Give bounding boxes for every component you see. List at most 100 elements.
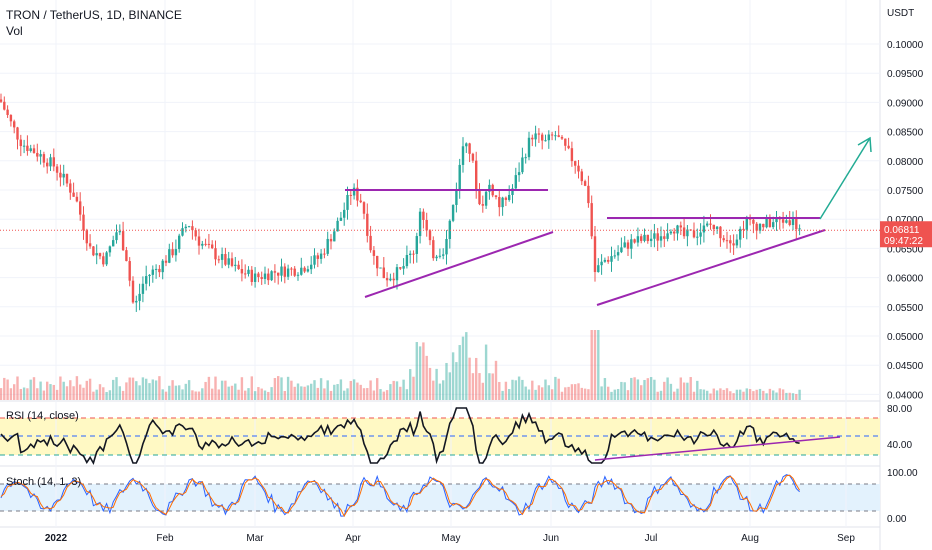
stoch-label[interactable]: Stoch (14, 1, 3) xyxy=(6,476,82,488)
volume-bar xyxy=(620,381,623,400)
candle-body xyxy=(333,231,336,242)
volume-bar xyxy=(465,332,468,400)
candle-body xyxy=(3,101,6,110)
rsi-label[interactable]: RSI (14, close) xyxy=(6,410,79,422)
volume-bar xyxy=(560,391,564,400)
candle-body xyxy=(557,135,560,137)
volume-bar xyxy=(517,376,521,400)
volume-bar xyxy=(9,388,13,400)
candle-body xyxy=(762,223,765,228)
candle-body xyxy=(362,202,366,214)
volume-bar xyxy=(590,330,593,400)
volume-bar xyxy=(494,360,498,400)
volume-bar xyxy=(445,362,448,400)
candle-body xyxy=(722,238,725,241)
volume-bar xyxy=(217,389,220,400)
volume-bar xyxy=(640,385,643,400)
candle-body xyxy=(673,231,676,234)
candle-body xyxy=(372,250,376,256)
candle-body xyxy=(187,226,191,228)
candle-body xyxy=(389,278,392,281)
candle-body xyxy=(395,267,399,281)
candle-body xyxy=(392,278,395,281)
candle-body xyxy=(253,273,257,282)
volume-bar xyxy=(673,391,676,400)
price-tick-label: 0.10000 xyxy=(887,40,924,51)
volume-bar xyxy=(422,342,425,400)
volume-bar xyxy=(0,388,3,400)
volume-bar xyxy=(168,385,171,400)
volume-bar xyxy=(372,390,376,400)
volume-bar xyxy=(653,379,656,400)
candle-body xyxy=(260,277,263,279)
volume-bar xyxy=(69,380,72,400)
candle-body xyxy=(531,137,534,140)
volume-bar xyxy=(115,377,118,400)
price-axis[interactable]: 0.10000 0.09500 0.09000 0.08500 0.08000 0.075… xyxy=(880,8,932,525)
volume-bar xyxy=(682,382,686,400)
currency-label: USDT xyxy=(887,8,914,19)
candle-body xyxy=(758,223,762,231)
volume-bar xyxy=(36,388,39,400)
time-axis[interactable]: 2022 Feb Mar Apr May Jun Jul Aug Sep xyxy=(45,533,855,544)
volume-bar xyxy=(171,380,174,400)
volume-bar xyxy=(240,377,244,400)
projection-arrow-line xyxy=(819,137,871,220)
volume-bar xyxy=(3,377,6,400)
candle-body xyxy=(59,172,62,178)
candle-body xyxy=(349,194,352,196)
candle-body xyxy=(343,209,346,218)
volume-bar xyxy=(666,377,669,400)
price-tick-label: 0.09500 xyxy=(887,69,924,80)
volume-bar xyxy=(659,390,663,400)
price-tick-label: 0.05000 xyxy=(887,332,924,343)
stoch-tick-label: 0.00 xyxy=(887,514,907,525)
candle-body xyxy=(158,268,161,273)
volume-bar xyxy=(547,385,550,400)
volume-bar xyxy=(574,384,577,400)
volume-bar xyxy=(791,393,795,400)
candle-body xyxy=(607,259,610,262)
volume-bar xyxy=(72,386,75,400)
candle-body xyxy=(527,137,531,158)
stoch-pane xyxy=(0,474,880,518)
candle-body xyxy=(234,264,237,266)
candle-body xyxy=(164,260,168,263)
candle-body xyxy=(296,274,300,276)
candle-body xyxy=(217,259,220,261)
candle-body xyxy=(702,225,706,233)
candle-body xyxy=(709,223,712,225)
candle-body xyxy=(554,135,557,137)
volume-bar xyxy=(554,376,557,400)
volume-bar xyxy=(303,386,306,400)
price-tick-label: 0.04500 xyxy=(887,361,924,372)
volume-bar xyxy=(102,387,105,400)
price-tick-label: 0.08500 xyxy=(887,128,924,139)
countdown-value: 09:47:22 xyxy=(884,236,923,247)
candle-body xyxy=(590,203,593,237)
candle-body xyxy=(82,214,85,231)
volume-bar xyxy=(118,386,121,400)
candle-body xyxy=(570,148,574,162)
candle-body xyxy=(178,235,181,250)
candle-body xyxy=(171,249,174,256)
candle-body xyxy=(418,211,422,237)
volume-bar xyxy=(339,379,343,400)
candle-body xyxy=(550,134,554,136)
candle-body xyxy=(409,253,412,255)
candle-body xyxy=(399,267,402,269)
volume-bar xyxy=(197,391,201,400)
volume-bar xyxy=(689,377,692,400)
volume-bar xyxy=(468,357,471,400)
volume-bar xyxy=(458,345,461,400)
volume-bar xyxy=(768,388,772,400)
candle-body xyxy=(55,166,59,173)
volume-bar xyxy=(758,388,762,400)
candle-body xyxy=(135,300,138,303)
symbol-title[interactable]: TRON / TetherUS, 1D, BINANCE xyxy=(6,8,182,22)
volume-bar xyxy=(663,381,666,400)
volume-bar xyxy=(603,378,607,400)
volume-bar xyxy=(478,373,481,400)
time-tick-label: Sep xyxy=(837,533,855,544)
